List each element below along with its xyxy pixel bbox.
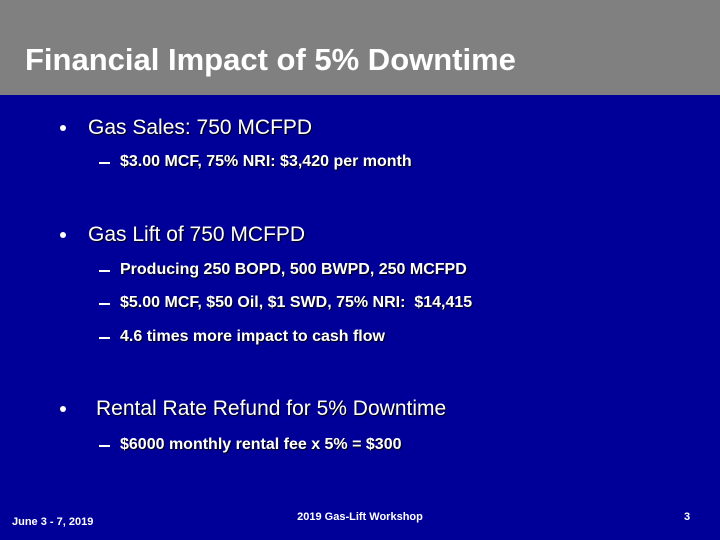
sub-bullet-dash	[99, 337, 110, 339]
footer-date: June 3 - 7, 2019	[12, 516, 94, 528]
sub-bullet-text: Producing 250 BOPD, 500 BWPD, 250 MCFPD	[120, 261, 467, 278]
sub-bullet-dash	[99, 445, 110, 447]
sub-bullet-dash	[99, 270, 110, 272]
bullet-dot	[60, 125, 66, 131]
slide-title: Financial Impact of 5% Downtime	[25, 42, 516, 77]
bullet-text: Gas Sales: 750 MCFPD	[88, 116, 313, 139]
sub-bullet-dash	[99, 303, 110, 305]
sub-bullet-text: 4.6 times more impact to cash flow	[120, 328, 385, 345]
footer-event: 2019 Gas-Lift Workshop	[297, 511, 423, 523]
bullet-text: Gas Lift of 750 MCFPD	[88, 223, 306, 246]
bullet-dot	[60, 232, 66, 238]
bullet-text: Rental Rate Refund for 5% Downtime	[96, 397, 447, 420]
sub-bullet-text: $3.00 MCF, 75% NRI: $3,420 per month	[120, 153, 412, 170]
sub-bullet-text: $6000 monthly rental fee x 5% = $300	[120, 436, 402, 453]
sub-bullet-dash	[99, 162, 110, 164]
sub-bullet-text: $5.00 MCF, $50 Oil, $1 SWD, 75% NRI: $14…	[120, 294, 473, 311]
bullet-dot	[60, 406, 66, 412]
header-band: Financial Impact of 5% Downtime	[0, 0, 720, 95]
footer-page: 3	[684, 511, 691, 523]
